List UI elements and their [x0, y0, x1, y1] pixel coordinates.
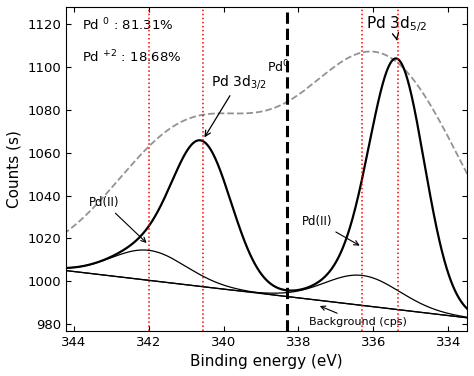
Text: Pd 3d$_{5/2}$: Pd 3d$_{5/2}$ [366, 14, 427, 40]
Text: Pd(II): Pd(II) [302, 215, 359, 245]
X-axis label: Binding energy (eV): Binding energy (eV) [191, 354, 343, 369]
Text: Pd(II): Pd(II) [89, 196, 146, 242]
Text: Pd $^{+2}$ : 18.68%: Pd $^{+2}$ : 18.68% [82, 49, 182, 66]
Text: Background (cps): Background (cps) [310, 306, 407, 327]
Text: Pd 3d$_{3/2}$: Pd 3d$_{3/2}$ [205, 73, 266, 136]
Text: Pd $^{0}$ : 81.31%: Pd $^{0}$ : 81.31% [82, 17, 174, 33]
Text: Pd$^{0}$: Pd$^{0}$ [267, 59, 289, 75]
Y-axis label: Counts (s): Counts (s) [7, 130, 22, 208]
